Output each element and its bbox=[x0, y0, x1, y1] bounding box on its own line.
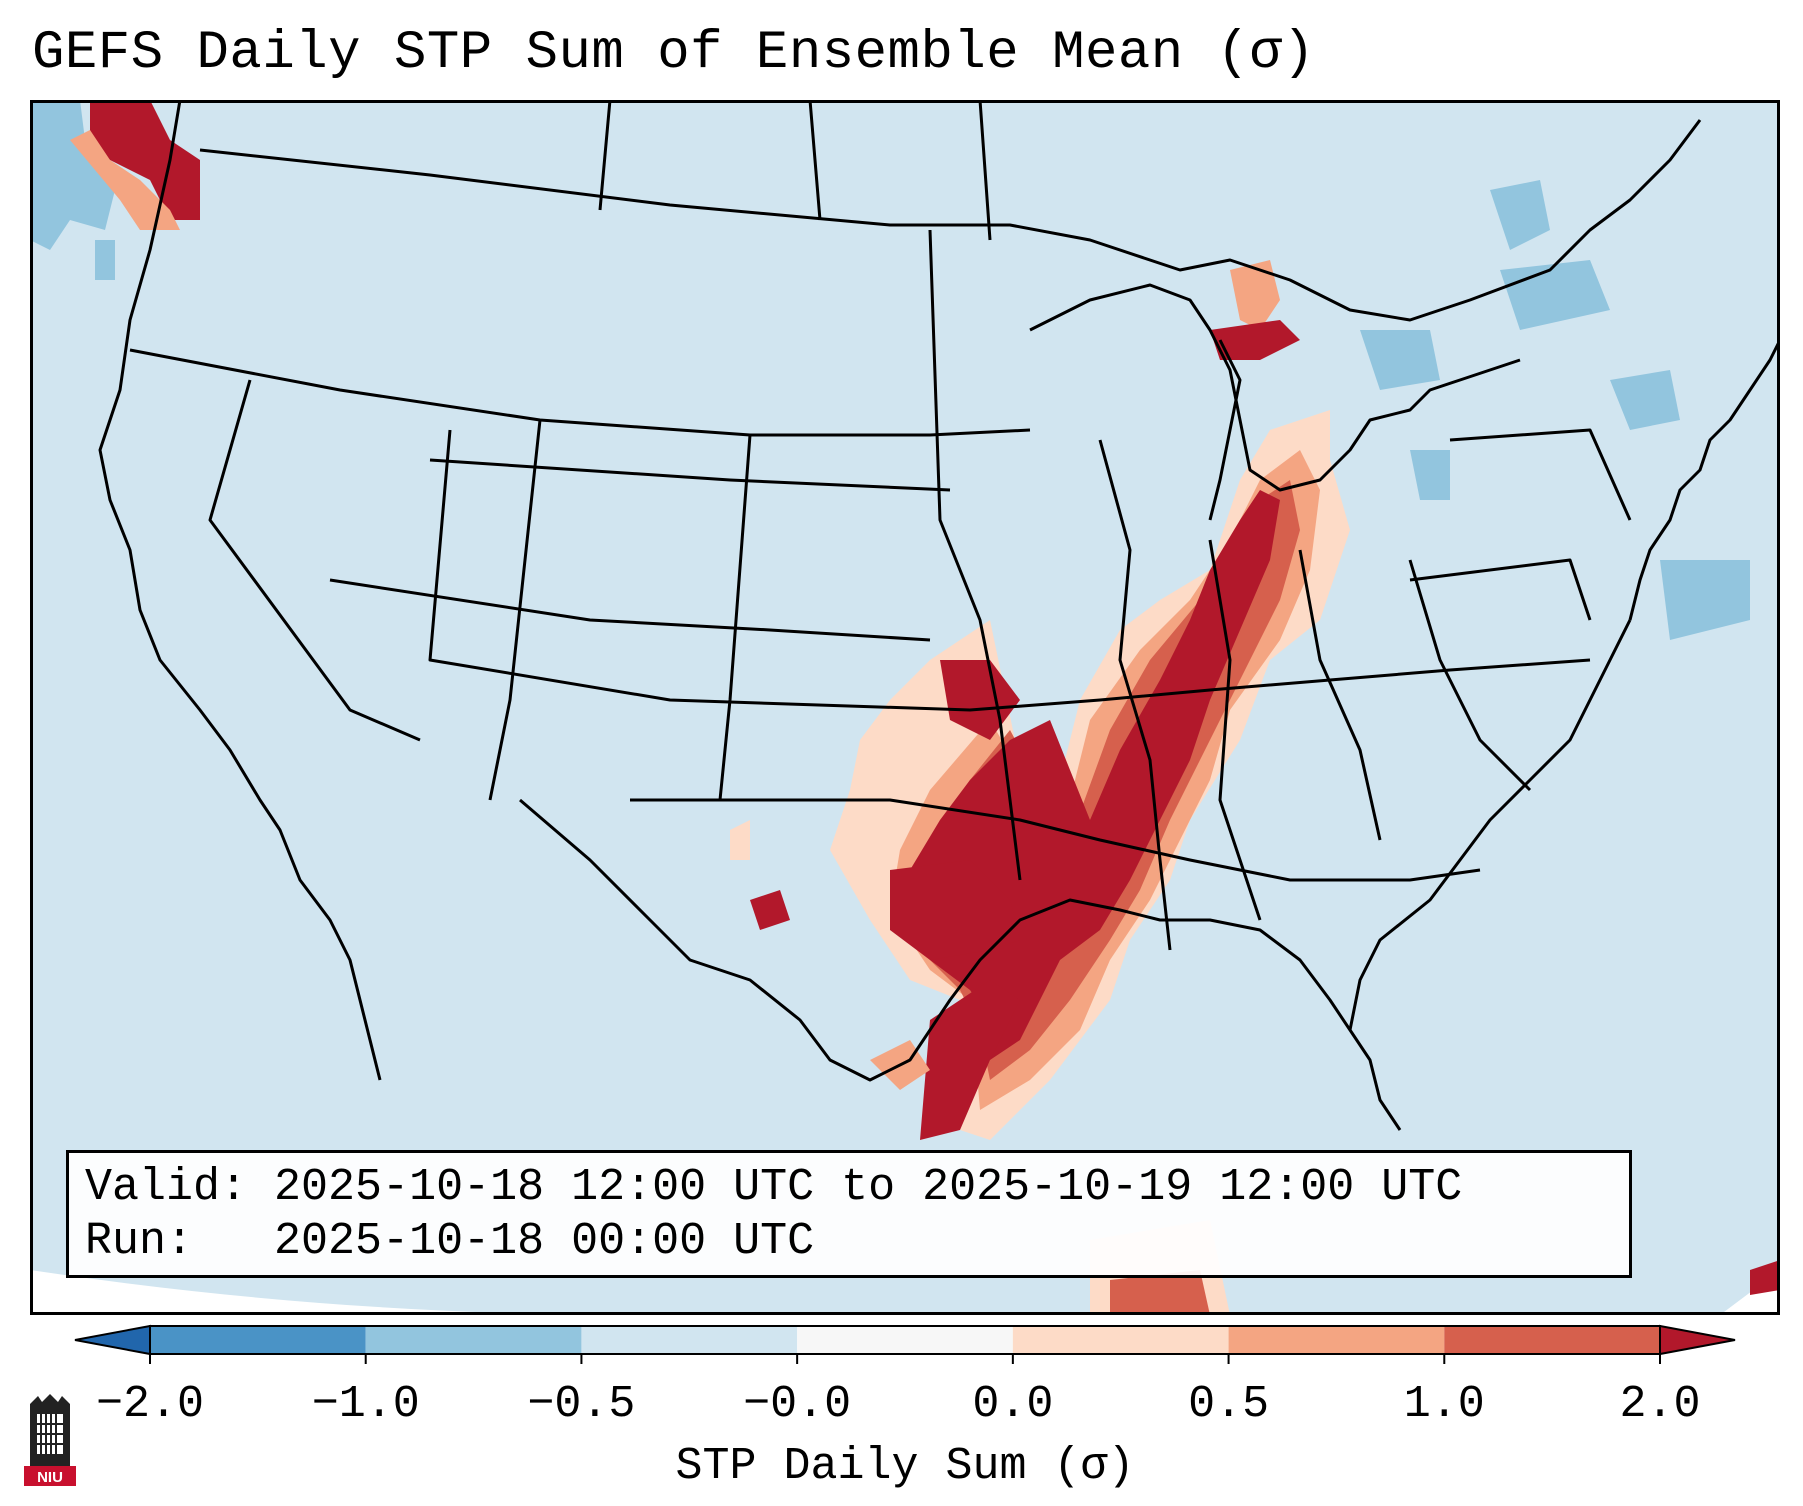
lake-michigan bbox=[1208, 339, 1242, 521]
atlantic-anomaly bbox=[1750, 1260, 1780, 1295]
east-coast bbox=[1628, 339, 1780, 621]
colorbar-bin bbox=[1228, 1326, 1445, 1354]
map-frame bbox=[30, 100, 1780, 1315]
pnw-anomaly bbox=[90, 100, 200, 220]
niu-logo: NIU bbox=[24, 1394, 76, 1486]
negative-anomaly-areas bbox=[30, 100, 1750, 640]
map-title: GEFS Daily STP Sum of Ensemble Mean (σ) bbox=[32, 23, 1316, 84]
state-line-4 bbox=[429, 458, 951, 492]
state-line-9 bbox=[630, 798, 1481, 882]
state-line-14 bbox=[598, 100, 992, 241]
canada-border bbox=[199, 119, 1702, 322]
stp-map bbox=[30, 100, 1780, 1315]
run-label: Run: bbox=[85, 1216, 194, 1267]
state-line-6 bbox=[488, 419, 542, 801]
run-value: 2025-10-18 00:00 UTC bbox=[274, 1216, 815, 1267]
great-lakes-anomaly bbox=[1230, 260, 1280, 330]
state-line-12 bbox=[1298, 549, 1382, 841]
state-line-16 bbox=[1449, 428, 1632, 521]
info-box: Valid: 2025-10-18 12:00 UTC to 2025-10-1… bbox=[66, 1150, 1632, 1278]
colorbar-bin bbox=[1444, 1326, 1660, 1354]
colorbar-tick-label: −0.5 bbox=[527, 1379, 635, 1430]
colorbar-tick-label: −1.0 bbox=[312, 1379, 420, 1430]
logo-text: NIU bbox=[37, 1469, 63, 1486]
colorbar-under-extension bbox=[74, 1324, 151, 1356]
great-lakes bbox=[1029, 283, 1521, 492]
state-line-11 bbox=[1208, 539, 1262, 921]
valid-value: 2025-10-18 12:00 UTC to 2025-10-19 12:00… bbox=[274, 1162, 1463, 1213]
colorbar-bin bbox=[1012, 1326, 1229, 1354]
florida-peninsula bbox=[1348, 619, 1632, 1031]
colorbar-bin bbox=[797, 1326, 1013, 1354]
colorbar-bins bbox=[74, 1324, 1736, 1356]
colorbar-bin bbox=[150, 1326, 366, 1354]
texas-coast-anomaly bbox=[920, 980, 1020, 1140]
colorbar-tick-label: 1.0 bbox=[1404, 1379, 1485, 1430]
state-line-15 bbox=[1409, 558, 1592, 621]
colorbar-tick-label: 0.5 bbox=[1188, 1379, 1269, 1430]
colorbar-label: STP Daily Sum (σ) bbox=[675, 1441, 1134, 1492]
state-line-5 bbox=[329, 578, 931, 642]
colorbar-tick-label: −0.0 bbox=[743, 1379, 851, 1430]
colorbar-tick-label: −2.0 bbox=[96, 1379, 204, 1430]
state-line-7 bbox=[718, 434, 752, 801]
colorbar-tick-label: 2.0 bbox=[1619, 1379, 1700, 1430]
state-line-2 bbox=[208, 379, 421, 742]
state-line-1 bbox=[129, 348, 1031, 437]
colorbar: −2.0 −1.0 −0.5 −0.0 0.0 0.5 1.0 2.0 STP Daily S… bbox=[74, 1324, 1736, 1492]
valid-label: Valid: bbox=[85, 1162, 248, 1213]
state-line-3 bbox=[428, 429, 1591, 712]
projection-edge bbox=[30, 1270, 630, 1315]
colorbar-tick-label: 0.0 bbox=[972, 1379, 1053, 1430]
map-outlines bbox=[98, 100, 1780, 1131]
colorbar-frame bbox=[149, 1325, 1661, 1355]
gulf-coast bbox=[519, 798, 1402, 1131]
state-line-10 bbox=[1098, 439, 1172, 951]
colorbar-bin bbox=[365, 1326, 582, 1354]
colorbar-bin bbox=[581, 1326, 798, 1354]
colorbar-ticks: −2.0 −1.0 −0.5 −0.0 0.0 0.5 1.0 2.0 bbox=[96, 1354, 1701, 1430]
colorbar-over-extension bbox=[1659, 1324, 1736, 1356]
west-coast bbox=[98, 100, 382, 1081]
state-line-8 bbox=[928, 229, 1022, 881]
state-line-13 bbox=[1408, 559, 1532, 792]
